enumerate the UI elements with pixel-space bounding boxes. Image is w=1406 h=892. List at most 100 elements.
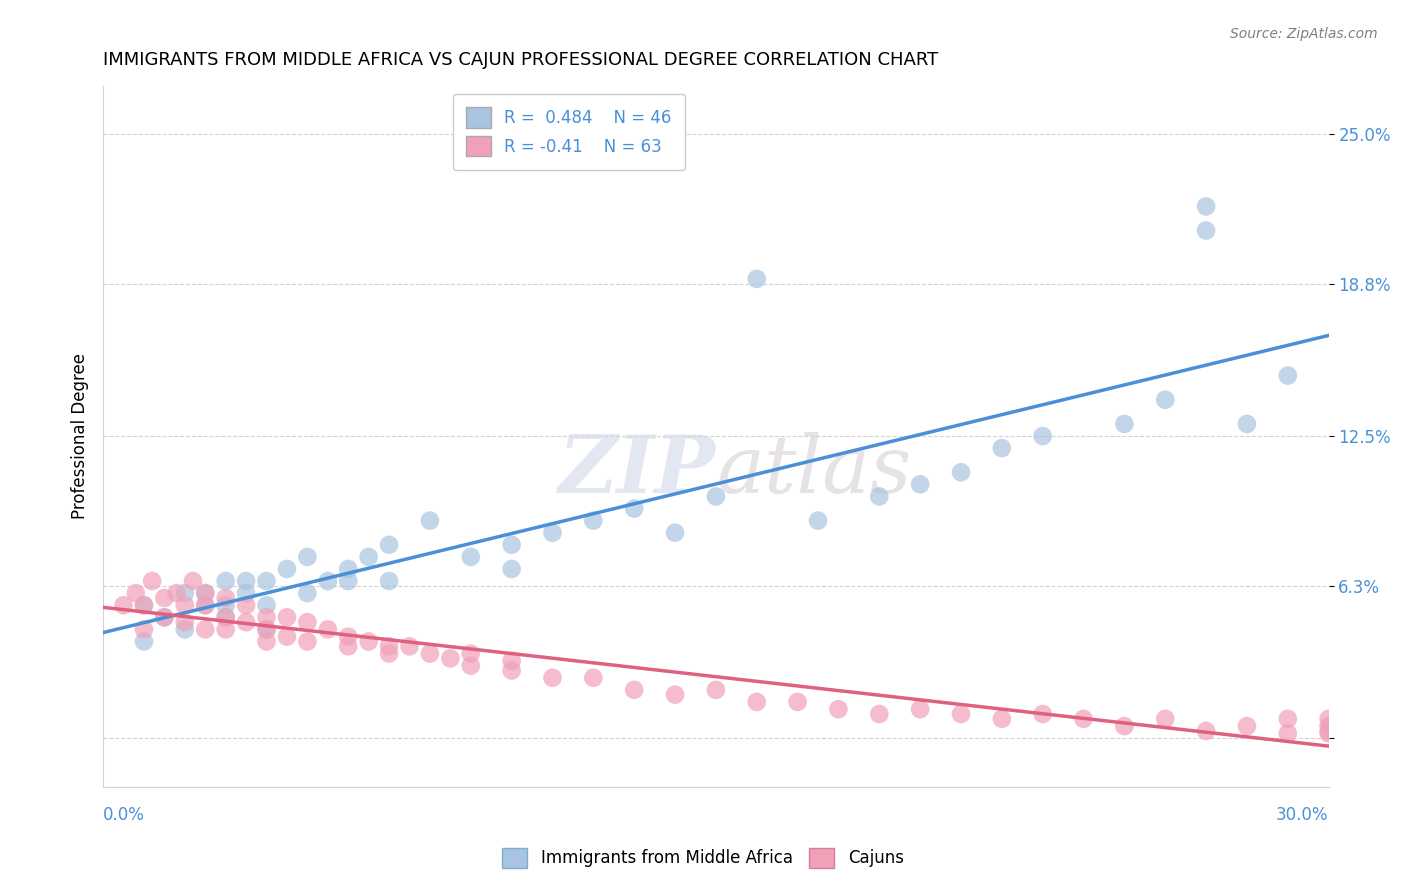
Point — [664, 688, 686, 702]
Point — [194, 599, 217, 613]
Legend: Immigrants from Middle Africa, Cajuns: Immigrants from Middle Africa, Cajuns — [496, 841, 910, 875]
Point — [166, 586, 188, 600]
Point — [132, 599, 155, 613]
Point — [194, 623, 217, 637]
Point — [582, 671, 605, 685]
Point — [235, 615, 257, 629]
Point — [664, 525, 686, 540]
Point — [153, 591, 176, 605]
Point — [501, 664, 523, 678]
Point — [153, 610, 176, 624]
Point — [460, 658, 482, 673]
Point — [991, 712, 1014, 726]
Point — [1073, 712, 1095, 726]
Point — [378, 647, 401, 661]
Point — [1317, 723, 1340, 738]
Point — [173, 615, 195, 629]
Point — [868, 490, 890, 504]
Point — [256, 623, 278, 637]
Point — [181, 574, 204, 588]
Text: ZIP: ZIP — [560, 433, 716, 510]
Point — [398, 640, 420, 654]
Point — [215, 574, 238, 588]
Text: IMMIGRANTS FROM MIDDLE AFRICA VS CAJUN PROFESSIONAL DEGREE CORRELATION CHART: IMMIGRANTS FROM MIDDLE AFRICA VS CAJUN P… — [103, 51, 938, 69]
Point — [1277, 712, 1299, 726]
Text: atlas: atlas — [716, 433, 911, 510]
Point — [378, 538, 401, 552]
Point — [297, 549, 319, 564]
Point — [316, 574, 339, 588]
Point — [1114, 417, 1136, 431]
Point — [460, 647, 482, 661]
Point — [235, 599, 257, 613]
Point — [541, 525, 564, 540]
Point — [949, 706, 972, 721]
Point — [1317, 726, 1340, 740]
Text: 30.0%: 30.0% — [1277, 805, 1329, 824]
Point — [439, 651, 461, 665]
Point — [1154, 712, 1177, 726]
Point — [357, 634, 380, 648]
Point — [807, 514, 830, 528]
Point — [868, 706, 890, 721]
Point — [501, 562, 523, 576]
Point — [745, 272, 768, 286]
Point — [235, 574, 257, 588]
Point — [276, 562, 298, 576]
Point — [501, 654, 523, 668]
Point — [215, 591, 238, 605]
Point — [419, 647, 441, 661]
Point — [173, 623, 195, 637]
Point — [1236, 417, 1258, 431]
Y-axis label: Professional Degree: Professional Degree — [72, 353, 89, 519]
Point — [1317, 719, 1340, 733]
Point — [194, 586, 217, 600]
Point — [132, 599, 155, 613]
Point — [786, 695, 808, 709]
Point — [276, 610, 298, 624]
Point — [704, 682, 727, 697]
Point — [297, 634, 319, 648]
Point — [1154, 392, 1177, 407]
Point — [297, 615, 319, 629]
Point — [501, 538, 523, 552]
Point — [215, 610, 238, 624]
Point — [141, 574, 163, 588]
Point — [173, 586, 195, 600]
Point — [276, 630, 298, 644]
Point — [256, 599, 278, 613]
Point — [623, 682, 645, 697]
Point — [256, 610, 278, 624]
Point — [235, 586, 257, 600]
Point — [153, 610, 176, 624]
Point — [541, 671, 564, 685]
Point — [357, 549, 380, 564]
Point — [419, 514, 441, 528]
Point — [378, 640, 401, 654]
Point — [173, 599, 195, 613]
Point — [194, 599, 217, 613]
Point — [112, 599, 135, 613]
Point — [297, 586, 319, 600]
Point — [460, 549, 482, 564]
Point — [256, 623, 278, 637]
Point — [1317, 712, 1340, 726]
Point — [215, 599, 238, 613]
Legend: R =  0.484    N = 46, R = -0.41    N = 63: R = 0.484 N = 46, R = -0.41 N = 63 — [453, 94, 685, 169]
Point — [908, 702, 931, 716]
Point — [745, 695, 768, 709]
Point — [1032, 706, 1054, 721]
Point — [1195, 223, 1218, 237]
Point — [908, 477, 931, 491]
Point — [949, 465, 972, 479]
Point — [1032, 429, 1054, 443]
Point — [704, 490, 727, 504]
Point — [1277, 726, 1299, 740]
Point — [827, 702, 849, 716]
Text: Source: ZipAtlas.com: Source: ZipAtlas.com — [1230, 27, 1378, 41]
Point — [1277, 368, 1299, 383]
Point — [337, 640, 360, 654]
Point — [316, 623, 339, 637]
Point — [582, 514, 605, 528]
Point — [337, 562, 360, 576]
